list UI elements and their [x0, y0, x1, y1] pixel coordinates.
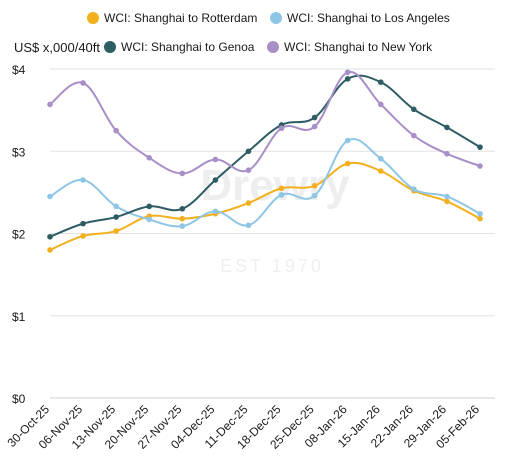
series-1-point	[311, 192, 318, 199]
series-3-point	[344, 69, 351, 76]
series-2-point	[80, 220, 86, 227]
series-0-point	[80, 233, 86, 239]
series-2-point	[212, 177, 219, 183]
series-0-point	[344, 160, 351, 167]
series-3-point	[245, 167, 252, 173]
series-3-point	[444, 150, 450, 157]
series-0-point	[113, 228, 119, 234]
watermark: Drewry EST 1970	[200, 161, 350, 276]
series-3-point	[377, 101, 384, 108]
series-2-point	[245, 148, 252, 155]
series-3-point	[113, 127, 119, 134]
y-tick-label: $2	[12, 228, 26, 242]
series-1-point	[377, 155, 384, 162]
x-axis-ticks: 30-Oct-2506-Nov-2513-Nov-2520-Nov-2527-N…	[4, 402, 482, 452]
series-1-point	[444, 193, 450, 200]
series-2-point	[113, 214, 119, 220]
series-0-point	[278, 185, 285, 192]
y-axis-ticks: $0 $1 $2 $3 $4	[12, 63, 26, 406]
legend-swatch	[104, 41, 116, 53]
series-2-point	[311, 114, 318, 121]
series-1-point	[80, 177, 86, 183]
series-2-point	[477, 144, 483, 150]
series-3-point	[311, 123, 318, 130]
legend-swatch	[267, 41, 279, 53]
series-0-point	[47, 247, 53, 253]
series-1-point	[47, 193, 53, 200]
y-tick-label: $0	[12, 392, 26, 406]
series-0-point	[245, 200, 252, 206]
series-1-point	[245, 222, 252, 229]
series-line-1	[49, 138, 481, 228]
watermark-est: EST 1970	[220, 256, 324, 276]
series-1-point	[179, 223, 186, 229]
series-2-point	[377, 79, 384, 85]
series-0-point	[179, 215, 186, 222]
series-2-point	[344, 76, 351, 82]
series-2-point	[179, 206, 186, 212]
series-line-3	[49, 71, 481, 175]
series-2-point	[411, 106, 417, 113]
series-1-point	[212, 208, 219, 215]
series-3-point	[47, 101, 53, 108]
legend-label: WCI: Shanghai to Los Angeles	[287, 11, 450, 25]
legend-swatch	[87, 12, 99, 24]
series-2-point	[444, 124, 450, 131]
series-line-0	[49, 161, 481, 251]
series-3-point	[477, 163, 483, 169]
series-2-point	[146, 203, 153, 210]
series-0-point	[444, 198, 450, 205]
legend-label: WCI: Shanghai to Rotterdam	[104, 11, 257, 25]
series-0-point	[477, 215, 483, 222]
series-lines	[47, 69, 483, 253]
series-3-point	[278, 125, 285, 132]
watermark-brand: Drewry	[200, 161, 350, 210]
legend: WCI: Shanghai to Rotterdam WCI: Shanghai …	[87, 11, 450, 54]
series-1-point	[278, 192, 285, 198]
series-3-point	[212, 156, 219, 163]
gridlines	[50, 68, 495, 399]
series-3-point	[179, 170, 186, 177]
y-tick-label: $1	[12, 310, 26, 324]
legend-label: WCI: Shanghai to New York	[284, 40, 433, 54]
y-tick-label: $3	[12, 145, 26, 159]
series-0-point	[311, 182, 318, 189]
series-3-point	[146, 155, 153, 161]
legend-label: WCI: Shanghai to Genoa	[121, 40, 255, 54]
y-tick-label: $4	[12, 63, 26, 77]
series-3-point	[80, 80, 86, 86]
series-3-point	[411, 132, 417, 139]
y-axis-label: US$ x,000/40ft	[14, 40, 100, 55]
series-1-point	[344, 137, 351, 144]
legend-swatch	[270, 12, 282, 24]
series-line-2	[49, 74, 481, 238]
series-1-point	[411, 186, 417, 192]
series-1-point	[477, 210, 483, 217]
series-0-point	[377, 168, 384, 174]
series-1-point	[146, 216, 153, 223]
series-1-point	[113, 203, 119, 210]
series-2-point	[47, 233, 53, 240]
